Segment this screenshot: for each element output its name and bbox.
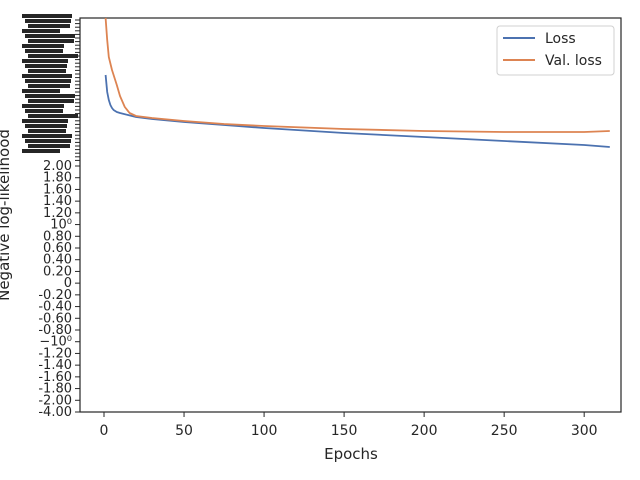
y-tick-label: 0.40	[43, 253, 72, 268]
series-line-val-loss	[104, 17, 610, 133]
y-tick-label: 0.80	[43, 229, 72, 244]
y-tick-label: -0.20	[38, 288, 72, 303]
x-tick-label: 300	[571, 423, 598, 439]
y-tick-label: 0	[64, 276, 72, 291]
y-tick-label: -1.80	[38, 382, 72, 397]
y-tick-label: -2.00	[38, 393, 72, 408]
x-tick-label: 0	[100, 423, 109, 439]
legend-label-loss: Loss	[545, 31, 576, 47]
series-line-loss	[104, 74, 610, 148]
y-tick-label: -1.40	[38, 358, 72, 373]
y-tick-label: 0.60	[43, 241, 72, 256]
legend-label-val-loss: Val. loss	[545, 53, 602, 69]
y-tick-label: -1.60	[38, 370, 72, 385]
y-tick-label: -0.40	[38, 300, 72, 315]
y-tick-label: 1.60	[43, 182, 72, 197]
y-tick-label: -0.80	[38, 323, 72, 338]
x-tick-label: 200	[411, 423, 438, 439]
x-tick-label: 50	[175, 423, 193, 439]
plot-area	[79, 17, 622, 413]
y-tick-label: −10⁰	[39, 335, 72, 350]
y-tick-label: 1.20	[43, 206, 72, 221]
y-tick-label: -1.20	[38, 346, 72, 361]
y-axis-label: Negative log-likelihood	[0, 129, 13, 301]
x-tick-label: 100	[251, 423, 278, 439]
y-tick-label: 1.40	[43, 194, 72, 209]
y-tick-label: -4.00	[38, 405, 72, 420]
overlapping-tick-labels	[22, 14, 78, 153]
y-tick-label: 1.80	[43, 171, 72, 186]
y-tick-label: 0.20	[43, 264, 72, 279]
x-tick-label: 250	[491, 423, 518, 439]
y-tick-label: 10⁰	[50, 218, 72, 233]
x-axis-label: Epochs	[324, 445, 378, 463]
y-tick-label: 2.00	[43, 159, 72, 174]
x-axis: 0 50 100 150 200 250 300	[100, 412, 598, 439]
y-axis: 2.001.801.601.401.2010⁰0.800.600.400.200…	[22, 14, 80, 420]
x-tick-label: 150	[331, 423, 358, 439]
legend: Loss Val. loss	[496, 25, 615, 76]
series-layer	[104, 17, 610, 148]
y-tick-label: -0.60	[38, 311, 72, 326]
